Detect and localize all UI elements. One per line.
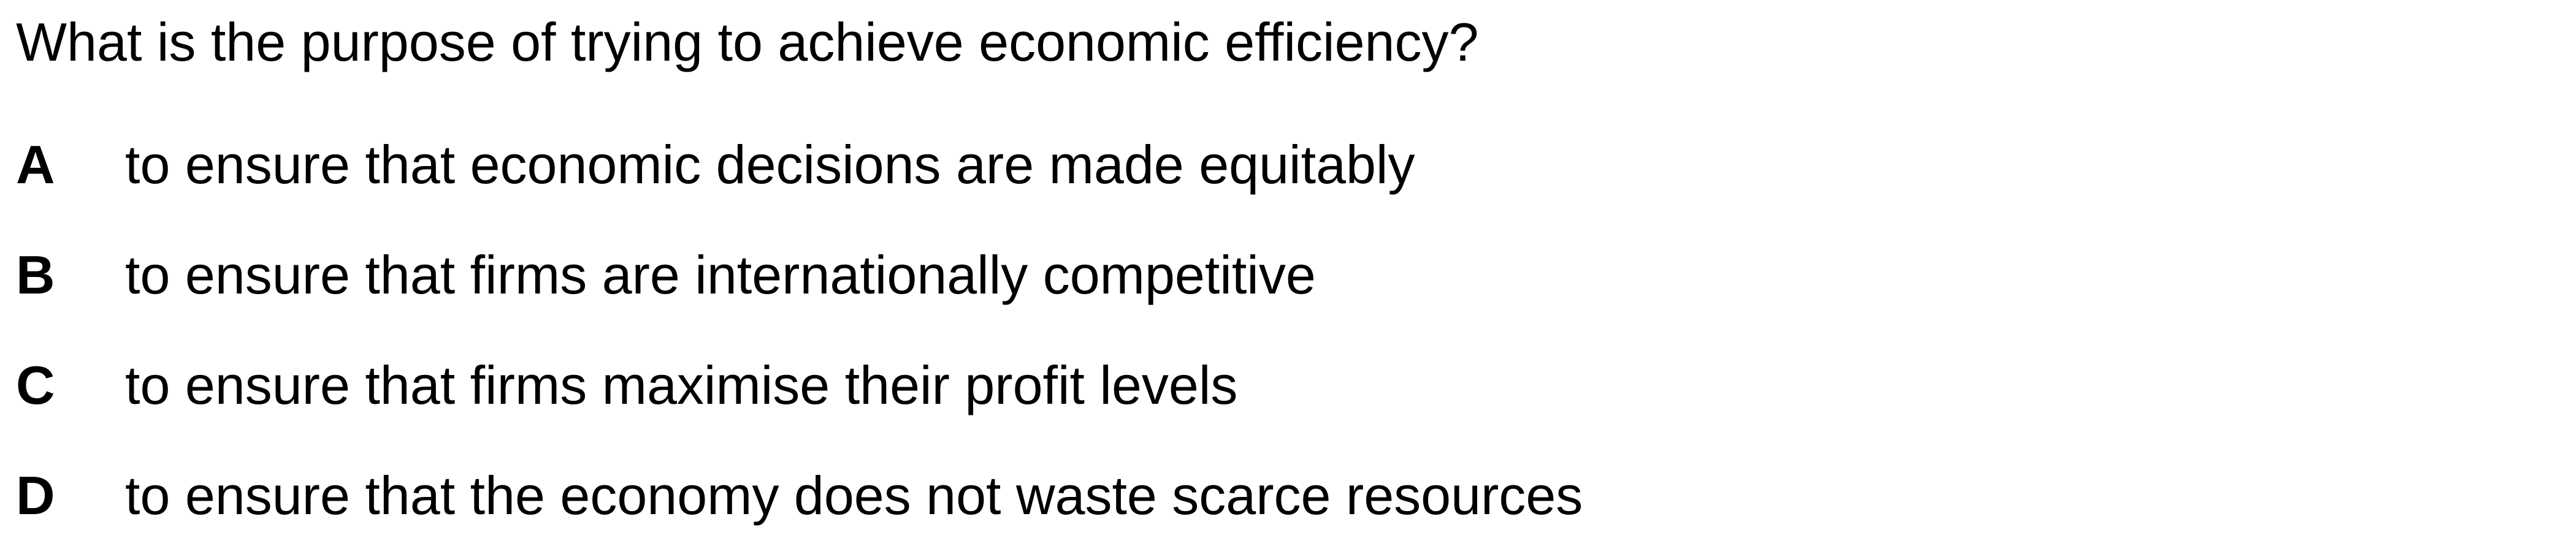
option-text: to ensure that firms are internationally…: [125, 244, 1316, 305]
option-text: to ensure that the economy does not wast…: [125, 465, 1583, 526]
question-text: What is the purpose of trying to achieve…: [16, 12, 1479, 72]
option-text: to ensure that economic decisions are ma…: [125, 134, 1415, 195]
option-letter: B: [16, 244, 55, 305]
option-letter: C: [16, 355, 55, 415]
option-letter: A: [16, 134, 55, 195]
option-letter: D: [16, 465, 55, 526]
option-text: to ensure that firms maximise their prof…: [125, 355, 1238, 415]
